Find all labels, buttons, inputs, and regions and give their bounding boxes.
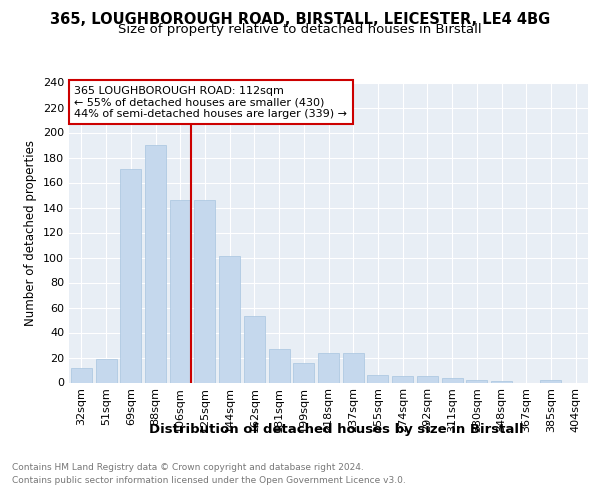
- Bar: [244, 316, 265, 382]
- Text: Contains HM Land Registry data © Crown copyright and database right 2024.: Contains HM Land Registry data © Crown c…: [12, 462, 364, 471]
- Bar: [170, 200, 191, 382]
- Bar: [194, 200, 215, 382]
- Bar: [541, 380, 562, 382]
- Bar: [71, 368, 92, 382]
- Y-axis label: Number of detached properties: Number of detached properties: [25, 140, 37, 326]
- Text: Contains public sector information licensed under the Open Government Licence v3: Contains public sector information licen…: [12, 476, 406, 485]
- Bar: [95, 359, 116, 382]
- Bar: [318, 352, 339, 382]
- Bar: [120, 169, 141, 382]
- Bar: [392, 376, 413, 382]
- Bar: [269, 349, 290, 382]
- Text: 365 LOUGHBOROUGH ROAD: 112sqm
← 55% of detached houses are smaller (430)
44% of : 365 LOUGHBOROUGH ROAD: 112sqm ← 55% of d…: [74, 86, 347, 118]
- Text: 365, LOUGHBOROUGH ROAD, BIRSTALL, LEICESTER, LE4 4BG: 365, LOUGHBOROUGH ROAD, BIRSTALL, LEICES…: [50, 12, 550, 28]
- Bar: [466, 380, 487, 382]
- Bar: [343, 352, 364, 382]
- Bar: [442, 378, 463, 382]
- Bar: [367, 375, 388, 382]
- Bar: [219, 256, 240, 382]
- Bar: [293, 362, 314, 382]
- Bar: [491, 381, 512, 382]
- Text: Size of property relative to detached houses in Birstall: Size of property relative to detached ho…: [118, 24, 482, 36]
- Text: Distribution of detached houses by size in Birstall: Distribution of detached houses by size …: [149, 422, 523, 436]
- Bar: [145, 145, 166, 382]
- Bar: [417, 376, 438, 382]
